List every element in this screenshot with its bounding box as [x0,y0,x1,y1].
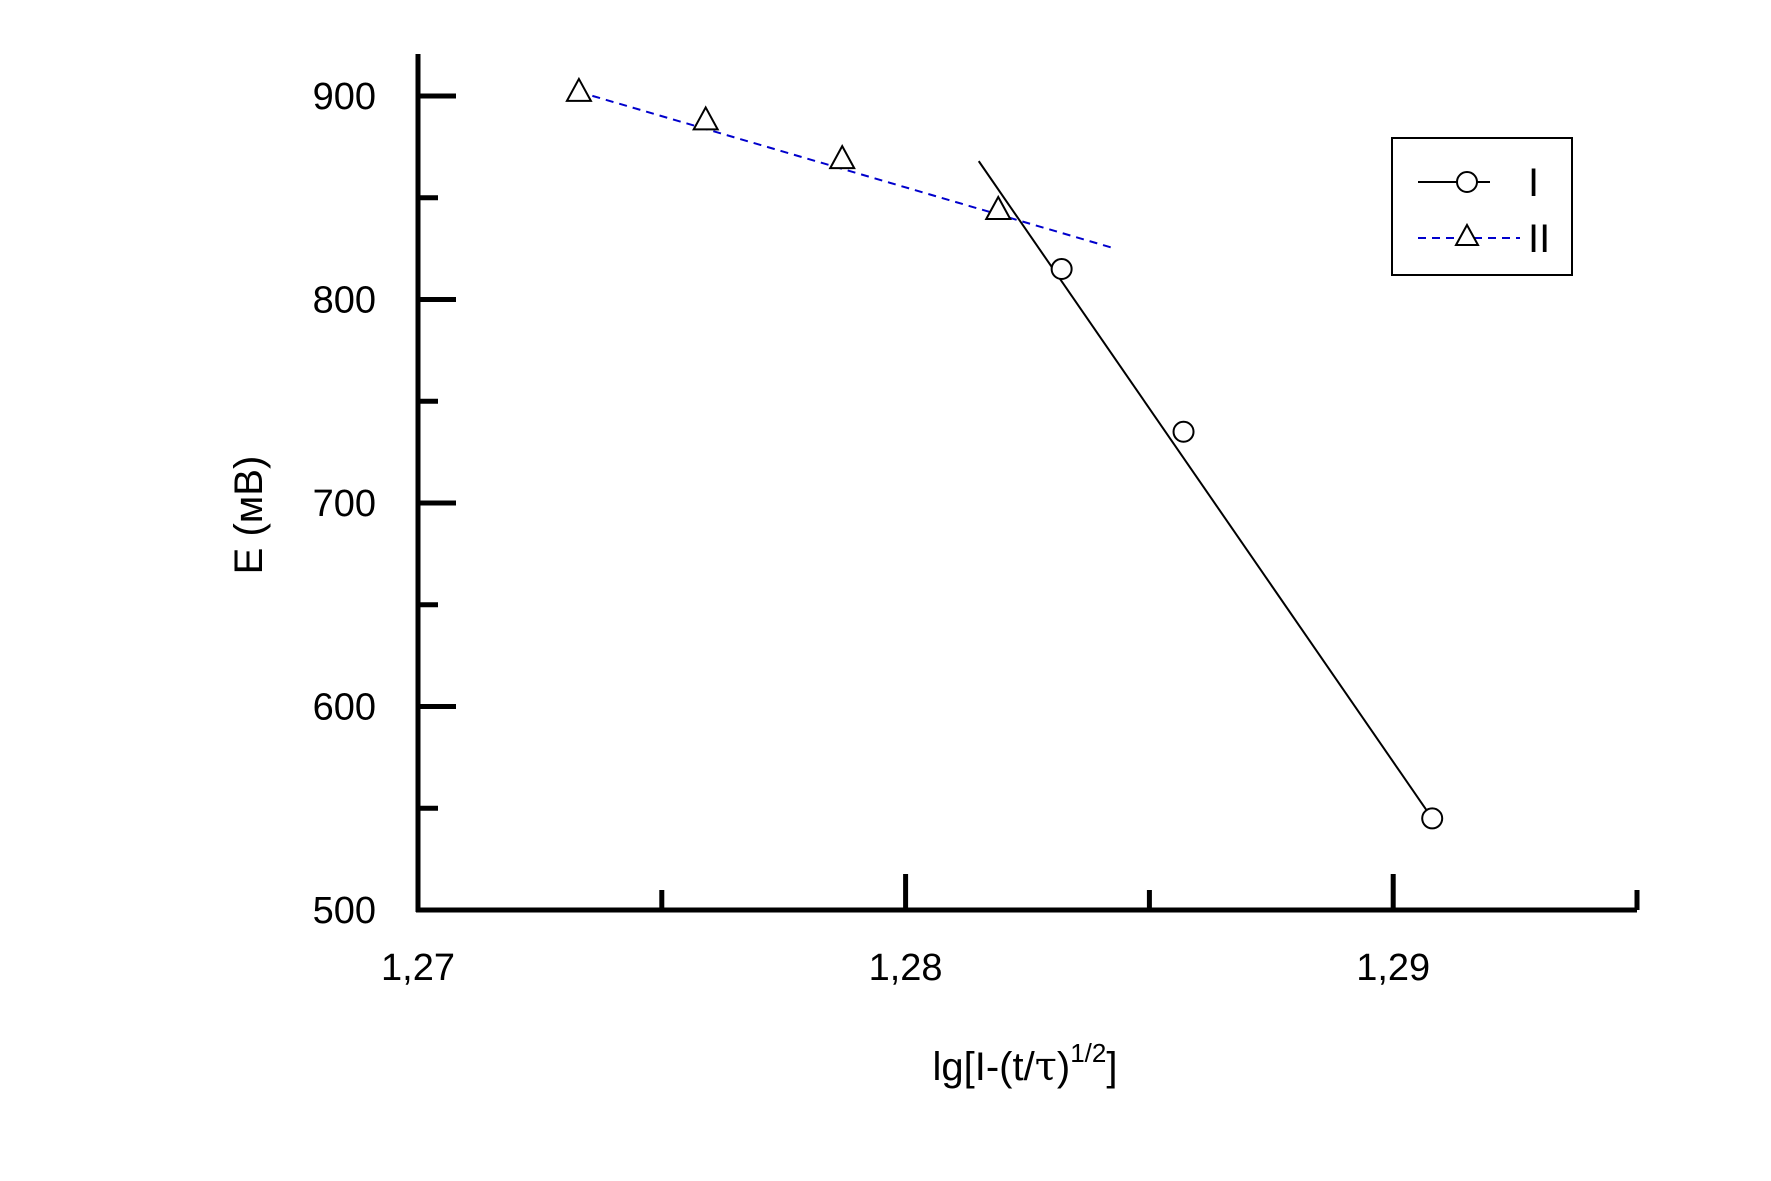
x-ticks: 1,27 1,28 1,29 [381,874,1640,989]
x-tick-label: 1,29 [1356,947,1430,989]
series-line-1 [977,160,1434,819]
series-1-point [1172,420,1195,443]
y-tick-label: 500 [313,890,376,932]
legend-marker-series-1 [1456,171,1478,193]
legend-label-series-1: I [1528,161,1539,205]
y-ticks: 500 600 700 800 900 [313,76,456,932]
series-line-2 [578,90,1116,250]
y-tick-label: 600 [313,687,376,729]
markers [565,76,1444,830]
y-tick-label: 800 [313,280,376,322]
x-tick-label: 1,27 [381,947,455,989]
x-axis-title-tau: τ [1035,1044,1057,1090]
series-2-point [565,76,593,102]
series-2-point [984,194,1012,220]
x-axis-title-close: ) [1057,1045,1070,1089]
y-tick-label: 900 [313,76,376,118]
y-tick-label: 700 [313,483,376,525]
legend: I II [1391,137,1573,276]
y-axis-title: E (мВ) [227,456,271,575]
x-axis-title-end: ] [1106,1045,1117,1089]
series-2-point [691,105,720,131]
x-tick-label: 1,28 [869,947,943,989]
series-1-point [1050,257,1073,280]
x-axis-title-base: lg[I-(t/ [933,1045,1036,1089]
x-axis-title-exponent: 1/2 [1070,1038,1106,1068]
legend-box [1391,137,1573,276]
series-2-point [828,143,856,170]
series-1-point [1421,807,1444,830]
legend-marker-series-2 [1454,222,1480,246]
x-axis-title: lg[I-(t/τ)1/2] [933,1038,1118,1090]
fit-lines [578,90,1434,819]
legend-label-series-2: II [1528,217,1550,261]
